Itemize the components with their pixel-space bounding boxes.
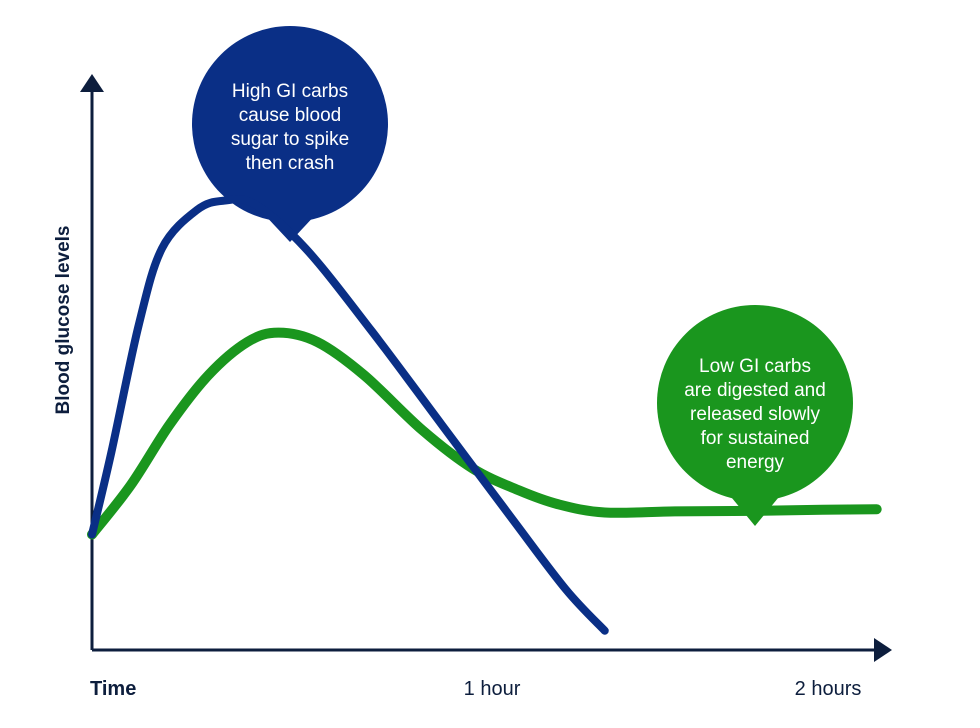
series-line-low-gi: [87, 327, 882, 540]
x-axis-arrow-icon: [874, 638, 892, 662]
x-tick-time: Time: [90, 678, 137, 700]
low-gi-bubble: [657, 305, 853, 501]
x-tick-1-hour: 1 hour: [463, 678, 521, 700]
series-lines: [87, 195, 882, 635]
axes: [80, 74, 892, 662]
y-axis-arrow-icon: [80, 74, 104, 92]
series-line-high-gi: [88, 195, 609, 635]
low-gi-annotation: Low GI carbs are digested and released s…: [684, 356, 826, 473]
y-axis-label: Blood glucose levels: [53, 225, 74, 415]
high-gi-bubble: [192, 26, 388, 222]
x-tick-2-hours: 2 hours: [794, 678, 862, 700]
annotation-bubbles: [192, 26, 853, 526]
high-gi-annotation: High GI carbs cause blood sugar to spike…: [230, 81, 350, 174]
